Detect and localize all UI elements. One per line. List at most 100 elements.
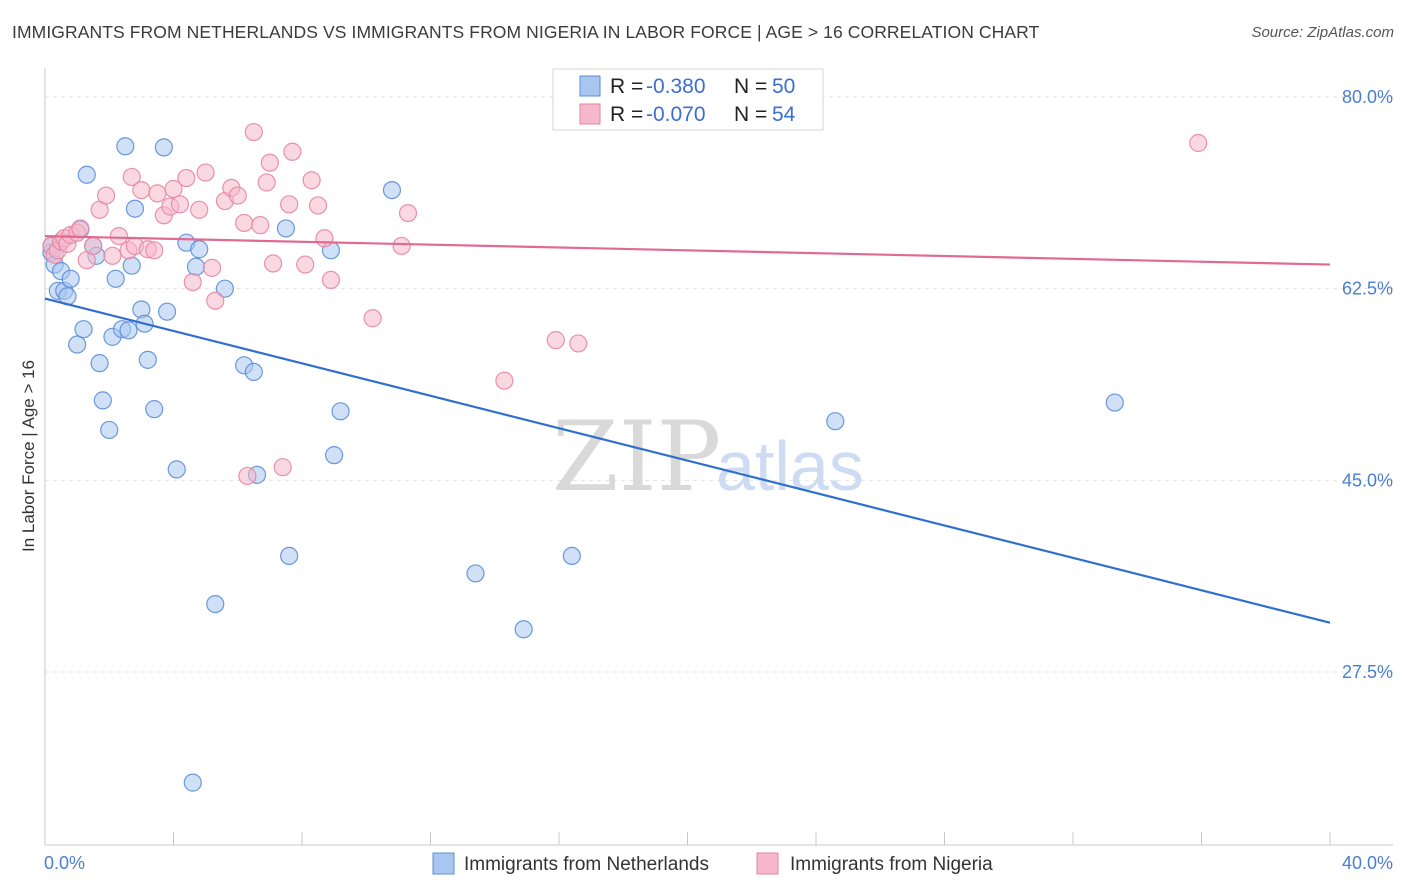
nigeria-point-42	[273, 458, 292, 477]
nigeria-point-56	[1189, 133, 1208, 153]
netherlands-point-7	[61, 269, 80, 288]
axes	[44, 68, 1393, 846]
netherlands-point-22	[122, 256, 141, 275]
nigeria-point-36	[238, 466, 257, 486]
chart-title: IMMIGRANTS FROM NETHERLANDS VS IMMIGRANT…	[12, 22, 1040, 42]
netherlands-point-10	[74, 320, 93, 339]
nigeria-point-30	[202, 258, 222, 277]
nigeria-point-21	[148, 184, 167, 203]
nigeria-point-28	[190, 200, 209, 219]
nigeria-point-8	[71, 219, 90, 238]
netherlands-point-47	[514, 620, 533, 639]
watermark-atlas: atlas	[716, 427, 864, 505]
y-tick-label-0: 27.5%	[1342, 662, 1393, 682]
y-axis-tick-labels: 27.5% 45.0% 62.5% 80.0%	[1342, 87, 1393, 682]
netherlands-point-45	[382, 180, 402, 200]
nigeria-point-52	[398, 203, 418, 223]
netherlands-point-49	[826, 412, 845, 431]
nigeria-point-26	[177, 168, 196, 188]
netherlands-point-44	[331, 402, 350, 421]
legend-n-value-nigeria: 54	[772, 103, 796, 126]
grid-lines	[45, 96, 1393, 673]
nigeria-point-41	[263, 254, 283, 273]
nigeria-point-45	[296, 255, 315, 274]
netherlands-point-28	[154, 138, 173, 157]
netherlands-point-21	[119, 321, 138, 340]
nigeria-point-50	[363, 309, 382, 328]
netherlands-point-33	[186, 257, 206, 276]
x-tick-label-min: 0.0%	[44, 853, 85, 873]
nigeria-point-39	[257, 173, 276, 192]
nigeria-point-18	[132, 180, 151, 200]
x-axis-ticks	[44, 832, 1331, 845]
trend-lines	[44, 234, 1331, 624]
legend-r-label-nigeria: R =	[610, 103, 643, 126]
nigeria-point-13	[103, 246, 122, 265]
nigeria-point-47	[308, 196, 328, 215]
netherlands-point-36	[215, 279, 234, 298]
netherlands-point-16	[100, 420, 119, 440]
legend-r-value-nigeria: -0.070	[646, 103, 706, 126]
netherlands-point-27	[145, 400, 164, 419]
nigeria-point-46	[302, 171, 321, 190]
netherlands-point-26	[138, 350, 157, 369]
legend-r-value-netherlands: -0.380	[646, 75, 706, 98]
netherlands-point-41	[280, 546, 299, 566]
nigeria-point-12	[96, 186, 116, 205]
watermark: ZIP atlas	[552, 401, 864, 513]
legend-swatch-nigeria	[579, 103, 601, 125]
netherlands-point-40	[276, 219, 296, 238]
nigeria-point-35	[235, 213, 254, 233]
nigeria-point-24	[164, 179, 183, 199]
nigeria-point-29	[196, 163, 215, 182]
nigeria-point-44	[283, 142, 302, 161]
netherlands-point-32	[183, 773, 202, 792]
x-tick-label-max: 40.0%	[1342, 853, 1393, 873]
nigeria-point-31	[206, 291, 225, 310]
netherlands-point-50	[1105, 393, 1124, 412]
legend-n-label-netherlands: N =	[734, 75, 767, 98]
netherlands-point-43	[325, 446, 344, 465]
y-tick-label-2: 62.5%	[1342, 279, 1393, 299]
legend-n-label-nigeria: N =	[734, 103, 767, 126]
netherlands-point-11	[77, 165, 96, 184]
y-axis-title: In Labor Force | Age > 16	[19, 360, 38, 552]
nigeria-point-40	[260, 153, 279, 172]
netherlands-point-8	[68, 335, 87, 354]
nigeria-point-51	[392, 236, 411, 256]
nigeria-point-55	[569, 334, 588, 353]
netherlands-point-34	[190, 240, 209, 259]
series-legend-swatch-nigeria	[756, 852, 779, 875]
nigeria-point-20	[145, 241, 164, 260]
netherlands-point-30	[167, 460, 186, 479]
netherlands-point-18	[106, 269, 125, 288]
legend-r-label-netherlands: R =	[610, 75, 643, 98]
nigeria-point-43	[280, 195, 299, 214]
series-legend-label-nigeria: Immigrants from Nigeria	[790, 854, 993, 875]
chart-source: Source: ZipAtlas.com	[1251, 24, 1394, 41]
netherlands-point-14	[90, 354, 109, 373]
netherlands-trend-line	[44, 297, 1331, 624]
nigeria-point-38	[251, 216, 270, 235]
nigeria-trend-line	[44, 234, 1331, 266]
nigeria-point-48	[315, 229, 334, 248]
nigeria-point-16	[122, 167, 141, 187]
correlation-legend: R = -0.380 N = 50 R = -0.070 N = 54	[552, 68, 824, 131]
series-legend-label-netherlands: Immigrants from Netherlands	[464, 854, 709, 875]
nigeria-point-14	[109, 226, 128, 246]
netherlands-point-20	[116, 137, 135, 156]
netherlands-point-15	[93, 391, 112, 410]
nigeria-point-49	[321, 270, 341, 290]
nigeria-points	[42, 122, 1208, 486]
netherlands-point-23	[125, 199, 145, 218]
nigeria-point-25	[170, 195, 190, 214]
y-tick-label-3: 80.0%	[1342, 87, 1393, 107]
legend-n-value-netherlands: 50	[772, 75, 795, 98]
series-legend: Immigrants from Netherlands Immigrants f…	[432, 852, 993, 875]
nigeria-point-37	[244, 122, 263, 142]
legend-swatch-netherlands	[579, 75, 601, 97]
netherlands-point-29	[157, 302, 177, 321]
y-tick-label-1: 45.0%	[1342, 470, 1393, 490]
nigeria-point-54	[546, 331, 565, 350]
